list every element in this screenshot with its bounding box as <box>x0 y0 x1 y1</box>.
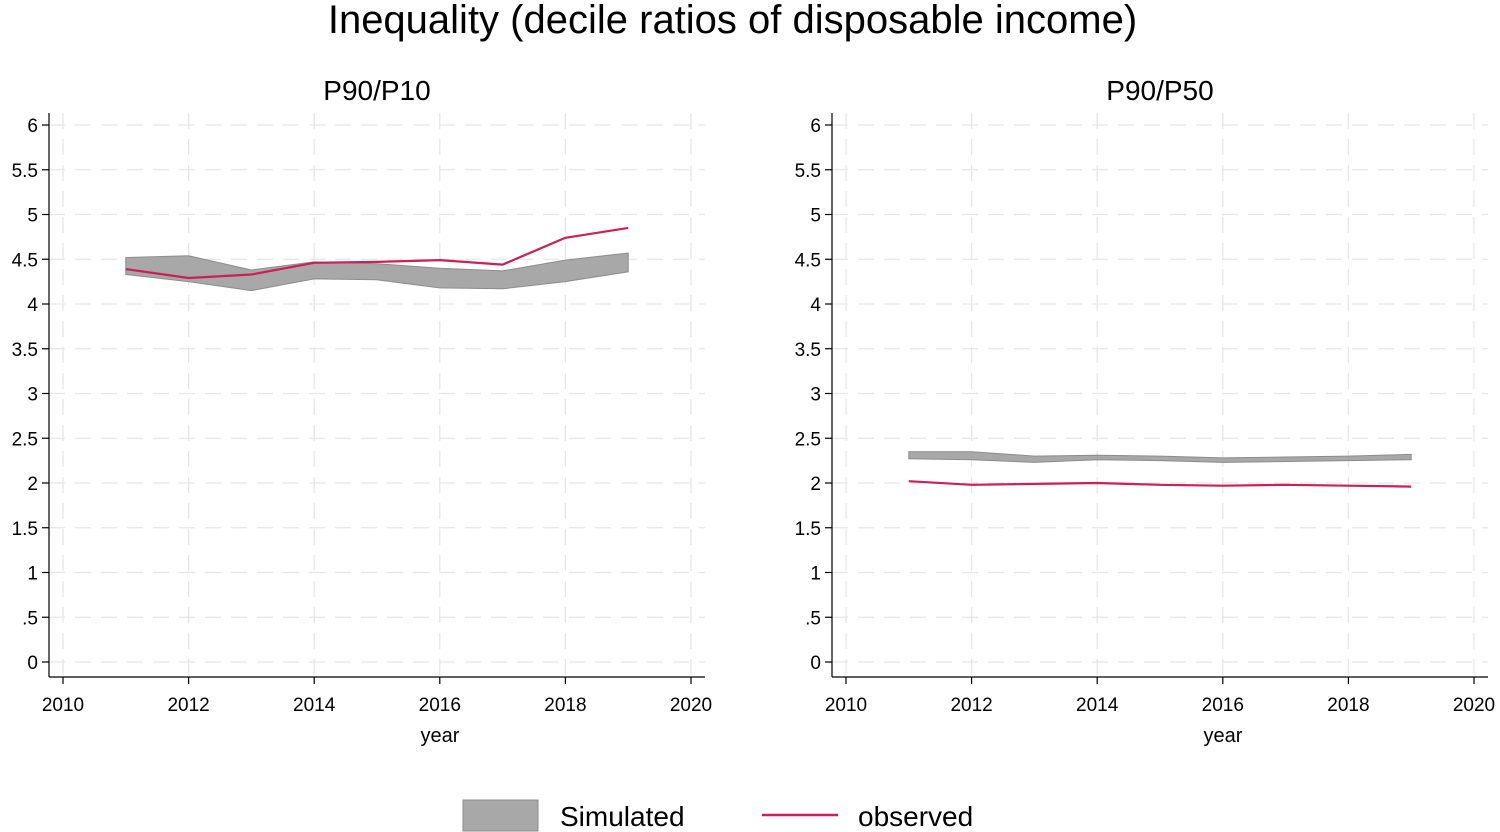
y-tick-label: 3.5 <box>12 340 38 361</box>
x-tick-label: 2012 <box>950 695 992 716</box>
y-tick-label: 0 <box>27 653 38 674</box>
x-tick-label: 2014 <box>293 695 336 716</box>
x-tick-label: 2010 <box>42 695 84 716</box>
y-tick-label: 3.5 <box>795 340 821 361</box>
y-tick-label: 3 <box>27 385 38 406</box>
x-tick-label: 2018 <box>1327 695 1369 716</box>
legend-label-observed: observed <box>858 801 973 832</box>
y-tick-label: 0 <box>810 653 821 674</box>
x-tick-label: 2014 <box>1076 695 1119 716</box>
x-tick-label: 2020 <box>1453 695 1495 716</box>
y-tick-label: 6 <box>810 116 821 137</box>
panel-1: P90/P10 0 .5 1 1.5 2 2.5 3 3.5 4 4.5 5 5.5 6 2010 2012 2… <box>12 75 713 747</box>
y-tick-label: 1.5 <box>12 519 38 540</box>
y-tick-label: 4.5 <box>795 250 821 271</box>
x-tick-label: 2018 <box>544 695 586 716</box>
x-tick-label: 2010 <box>825 695 867 716</box>
y-tick-label: 5.5 <box>12 161 38 182</box>
main-title: Inequality (decile ratios of disposable … <box>327 0 1138 42</box>
observed-line <box>908 480 1412 488</box>
legend-swatch-simulated <box>462 799 539 832</box>
panel-title: P90/P50 <box>1106 75 1213 106</box>
y-tick-label: 2 <box>27 474 38 495</box>
y-tick-label: 5 <box>27 206 38 227</box>
y-tick-label: 2 <box>810 474 821 495</box>
y-tick-label: .5 <box>805 608 821 629</box>
y-tick-label: 2.5 <box>795 429 821 450</box>
observed-line <box>125 226 629 280</box>
x-axis-label: year <box>1204 725 1243 747</box>
y-tick-label: 5.5 <box>795 161 821 182</box>
panel-2: P90/P50 0 .5 1 1.5 2 2.5 3 3.5 4 4.5 5 5.5 6 2010 2012 2… <box>795 75 1496 747</box>
panel-title: P90/P10 <box>323 75 430 106</box>
legend-label-simulated: Simulated <box>560 801 685 832</box>
y-tick-label: 4 <box>810 295 821 316</box>
x-tick-label: 2016 <box>419 695 461 716</box>
x-axis-label: year <box>421 725 460 747</box>
y-tick-label: 1.5 <box>795 519 821 540</box>
x-tick-label: 2020 <box>670 695 712 716</box>
y-tick-label: 5 <box>810 206 821 227</box>
legend: Simulated observed <box>462 799 973 832</box>
y-tick-label: 1 <box>810 564 821 585</box>
y-tick-label: 1 <box>27 564 38 585</box>
y-tick-label: 6 <box>27 116 38 137</box>
x-tick-label: 2016 <box>1202 695 1244 716</box>
simulated-band <box>908 451 1412 463</box>
y-tick-label: 4.5 <box>12 250 38 271</box>
y-tick-label: 2.5 <box>12 429 38 450</box>
y-tick-label: 3 <box>810 385 821 406</box>
y-tick-label: .5 <box>22 608 38 629</box>
y-tick-label: 4 <box>27 295 38 316</box>
x-tick-label: 2012 <box>167 695 209 716</box>
